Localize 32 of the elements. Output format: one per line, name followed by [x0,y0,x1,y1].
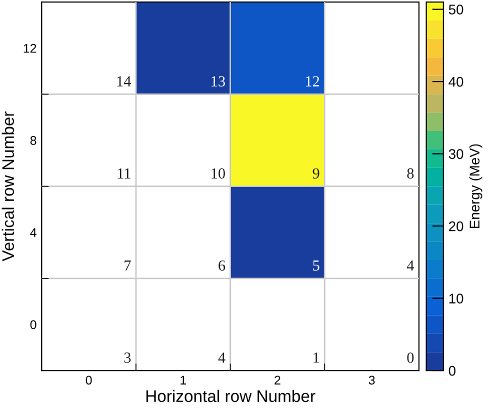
color-bar-label: 50 [448,4,464,14]
x-tick-label: 0 [86,376,92,385]
annotation: 0 [407,352,414,363]
annotation: 3 [124,352,131,363]
color-bar-label: 20 [449,221,464,232]
annotation: 14 [117,76,132,86]
x-axis-title: Horizontal row Number [146,390,316,402]
annotation: 9 [312,168,320,179]
annotation: 7 [124,260,131,271]
y-tick-label: 12 [24,44,36,53]
x-tick-label: 1 [180,376,186,384]
annotation: 13 [212,76,225,86]
color-bar-label: 10 [449,294,464,304]
annotation: 10 [212,168,225,179]
color-bar-label: 0 [448,366,456,376]
annotation: 11 [118,168,130,178]
annotation: 1 [314,352,319,363]
annotation: 8 [407,168,414,179]
color-bar-label: 30 [448,149,464,159]
annotation: 6 [218,260,226,271]
annotation: 4 [218,352,226,363]
y-tick-label: 8 [30,136,36,145]
x-tick-label: 2 [274,376,280,384]
annotation: 4 [406,260,414,271]
color-bar-title: Energy (MeV) [469,144,482,228]
annotation: 12 [306,76,320,86]
y-tick-label: 0 [30,320,36,330]
annotation: 5 [313,260,320,271]
y-axis-title: Vertical row Number [2,112,14,262]
x-tick-label: 3 [368,376,375,385]
color-bar-label: 40 [448,76,464,87]
y-tick-label: 4 [30,228,36,237]
